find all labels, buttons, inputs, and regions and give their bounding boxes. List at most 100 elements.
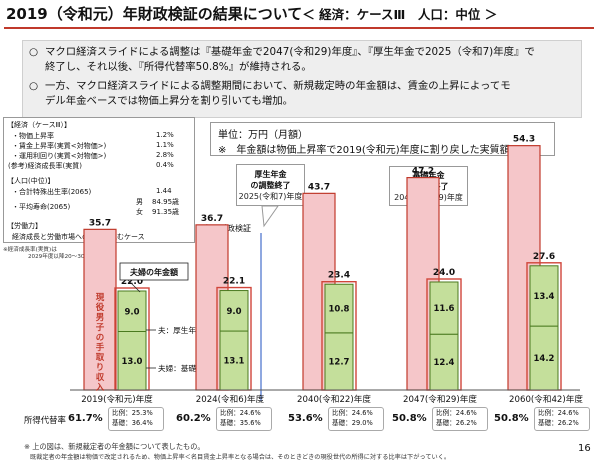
kiso-value-label: 13.1: [224, 357, 245, 367]
replacement-breakdown: 比例：24.6% 基礎：26.2%: [534, 407, 590, 431]
earnings-bar: [83, 228, 117, 391]
callout-line: 基礎年金: [412, 171, 445, 180]
kosei-value-label: 11.6: [434, 304, 455, 314]
earnings-legend-char: 取: [96, 353, 105, 363]
replacement-breakdown: 比例：25.3% 基礎：36.4%: [108, 407, 164, 431]
economy-value: 1.1%: [156, 141, 174, 149]
earnings-legend-char: り: [96, 363, 105, 373]
life-label: ・平均寿命(2065): [12, 203, 71, 211]
assumption-note-2: 2029年度以降20～30年平均: [28, 254, 102, 260]
callout-year: 2025(令和7)年度: [238, 192, 303, 201]
population-header: 【人口(中位)】: [7, 177, 55, 185]
life-female: 女: [136, 208, 143, 216]
bullet-mark: ○: [29, 46, 39, 58]
replacement-rate: 60.2%: [176, 413, 211, 424]
replacement-breakdown: 比例：24.6% 基礎：35.6%: [216, 407, 272, 431]
earnings-value-label: 54.3: [513, 135, 535, 145]
summary-line: 一方、マクロ経済スライドによる調整期間において、新規裁定時の年金額は、賃金の上昇…: [45, 80, 511, 92]
kosei-value-label: 13.4: [534, 292, 555, 302]
kosei-bar: [219, 290, 249, 332]
replacement-rate: 53.6%: [288, 413, 323, 424]
earnings-legend-char: 収: [96, 372, 105, 383]
earnings-legend-char: の: [96, 333, 105, 343]
earnings-legend-char: 役: [95, 302, 105, 313]
page-number: 16: [578, 443, 591, 454]
earnings-legend-char: 男: [96, 313, 105, 323]
fertility-value: 1.44: [156, 187, 172, 195]
footnote-1: ※ 上の図は、新規裁定者の年金額について表したもの。: [24, 442, 205, 451]
economy-label: ・運用利回り(実質<対物価>): [12, 152, 107, 160]
assumptions-box: 【経済（ケースⅢ）】 ・物価上昇率 1.2% ・賃金上昇率(実質<対物価>) 1…: [3, 117, 195, 243]
economy-value: 0.4%: [156, 161, 174, 169]
footnote-2: 既裁定者の年金額は物価で改定されるため、物価上昇率＜名目賃金上昇率となる場合は、…: [30, 454, 451, 461]
replacement-rate: 50.8%: [494, 413, 529, 424]
category-label: 2040(令和22)年度: [297, 393, 371, 405]
earnings-legend-char: 手: [96, 342, 105, 353]
life-female-value: 91.35歳: [152, 208, 180, 216]
callout-line: の調整終了: [250, 181, 291, 190]
replacement-hirei: 比例：24.6%: [538, 409, 579, 417]
summary-box: ○ マクロ経済スライドによる調整は『基礎年金で2047(令和29)年度』、『厚生…: [22, 40, 582, 118]
title-sub: ＜ 経済：ケースⅢ 人口：中位 ＞: [302, 7, 498, 22]
economy-label: ・賃金上昇率(実質<対物価>): [12, 142, 107, 150]
life-male: 男: [136, 198, 143, 206]
summary-line: マクロ経済スライドによる調整は『基礎年金で2047(令和29)年度』、『厚生年金…: [45, 46, 535, 58]
bullet-mark: ○: [29, 80, 39, 92]
category-label: 2060(令和42)年度: [509, 393, 583, 405]
couple-value-label: 22.1: [223, 277, 245, 287]
category-label: 2047(令和29)年度: [403, 393, 477, 405]
page-title: 2019（令和元）年財政検証の結果について＜ 経済：ケースⅢ 人口：中位 ＞: [6, 3, 598, 25]
replacement-rate: 61.7%: [68, 413, 103, 424]
kosei-bar: [117, 290, 147, 332]
life-male-value: 84.95歳: [152, 198, 180, 206]
economy-label: (参考)経済成長率(実質): [8, 162, 82, 170]
economy-value: 1.2%: [156, 131, 174, 139]
replacement-kiso: 基礎：26.2%: [538, 419, 579, 427]
couple-legend-pointer: [127, 279, 141, 293]
earnings-value-label: 36.7: [201, 214, 223, 224]
callout-pointer: [261, 205, 279, 228]
kiso-value-label: 14.2: [534, 354, 555, 364]
summary-line: 終了し、それ以後、『所得代替率50.8%』が維持される。: [45, 60, 312, 73]
couple-value-label: 22.0: [121, 277, 143, 287]
kosei-bar: [529, 265, 559, 327]
earnings-legend-char: 現: [96, 292, 105, 303]
category-label: 2024(令和6)年度: [196, 393, 265, 405]
replacement-kiso: 基礎：35.6%: [220, 419, 261, 427]
kiso-value-label: 12.7: [329, 357, 350, 367]
kiso-bar: [529, 325, 559, 391]
replacement-hirei: 比例：24.6%: [332, 409, 373, 417]
kosei-adjust-callout: 厚生年金 の調整終了 2025(令和7)年度: [236, 164, 305, 206]
unit-label: 単位：万円（月額）: [218, 130, 308, 141]
unit-box: 単位：万円（月額） ※ 年金額は物価上昇率で2019(令和元)年度に割り戻した実…: [210, 122, 555, 156]
callout-line: 厚生年金: [254, 170, 287, 179]
unit-note: ※ 年金額は物価上昇率で2019(令和元)年度に割り戻した実質額: [218, 145, 510, 156]
couple-legend-label: 夫婦の年金額: [129, 267, 178, 277]
kosei-value-label: 9.0: [124, 307, 139, 317]
assumption-note-1: ※経済成長率(実質)は: [3, 247, 57, 253]
kosei-legend-label: 夫：厚生年: [158, 325, 196, 335]
title-rule: [4, 27, 594, 29]
replacement-rate: 50.8%: [392, 413, 427, 424]
couple-value-label: 27.6: [533, 252, 555, 262]
replacement-breakdown: 比例：24.6% 基礎：26.2%: [432, 407, 488, 431]
replacement-breakdown: 比例：24.6% 基礎：29.0%: [328, 407, 384, 431]
earnings-value-label: 47.2: [412, 167, 434, 177]
couple-value-label: 23.4: [328, 271, 350, 281]
earnings-legend-char: 入: [95, 383, 105, 393]
labor-header: 【労働力】: [7, 222, 42, 230]
economy-header: 【経済（ケースⅢ）】: [7, 121, 71, 129]
kiso-bar: [117, 331, 147, 391]
replacement-kiso: 基礎：29.0%: [332, 419, 373, 427]
fertility-label: ・合計特殊出生率(2065): [12, 188, 92, 196]
kiso-bar: [324, 332, 354, 391]
replacement-label: 所得代替率: [24, 415, 66, 425]
earnings-value-label: 35.7: [89, 218, 111, 228]
economy-value: 2.8%: [156, 151, 174, 159]
category-label: 2019(令和元)年度: [81, 393, 153, 405]
summary-line: デル年金ベースでは物価上昇分を割り引いても増加。: [45, 94, 294, 107]
next-fiscal-verification-line: [260, 233, 262, 401]
kosei-value-label: 10.8: [329, 305, 350, 315]
title-main: 2019（令和元）年財政検証の結果について: [6, 5, 303, 23]
